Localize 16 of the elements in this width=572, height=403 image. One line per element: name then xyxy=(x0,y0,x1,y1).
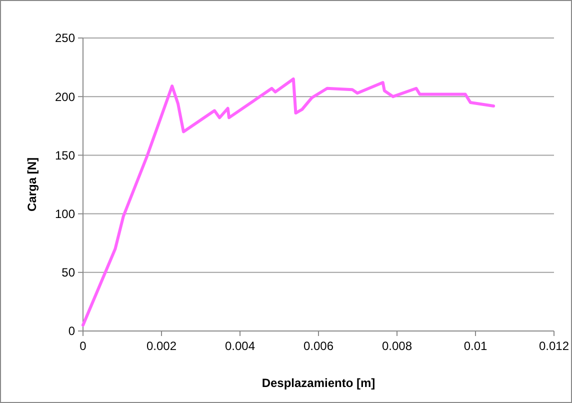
line-series xyxy=(82,78,496,327)
x-tick-label: 0.004 xyxy=(224,339,256,353)
y-tick-label: 0 xyxy=(68,324,76,338)
y-tick-label: 250 xyxy=(54,31,76,46)
x-tick-label: 0.012 xyxy=(538,339,570,353)
x-tick-label: 0.006 xyxy=(303,339,334,353)
y-tick-label: 50 xyxy=(62,266,76,280)
x-tick-label: 0.008 xyxy=(382,339,412,353)
x-tick-label: 0.01 xyxy=(464,339,488,353)
y-tick-label: 100 xyxy=(54,207,76,221)
y-tick-label: 150 xyxy=(54,148,76,162)
y-tick-label: 200 xyxy=(54,90,76,104)
x-axis-title: Desplazamiento [m] xyxy=(262,376,376,390)
y-axis-title: Carga [N] xyxy=(25,157,39,212)
x-tick-label: 0.002 xyxy=(146,339,177,353)
x-tick-label: 0 xyxy=(80,339,87,353)
